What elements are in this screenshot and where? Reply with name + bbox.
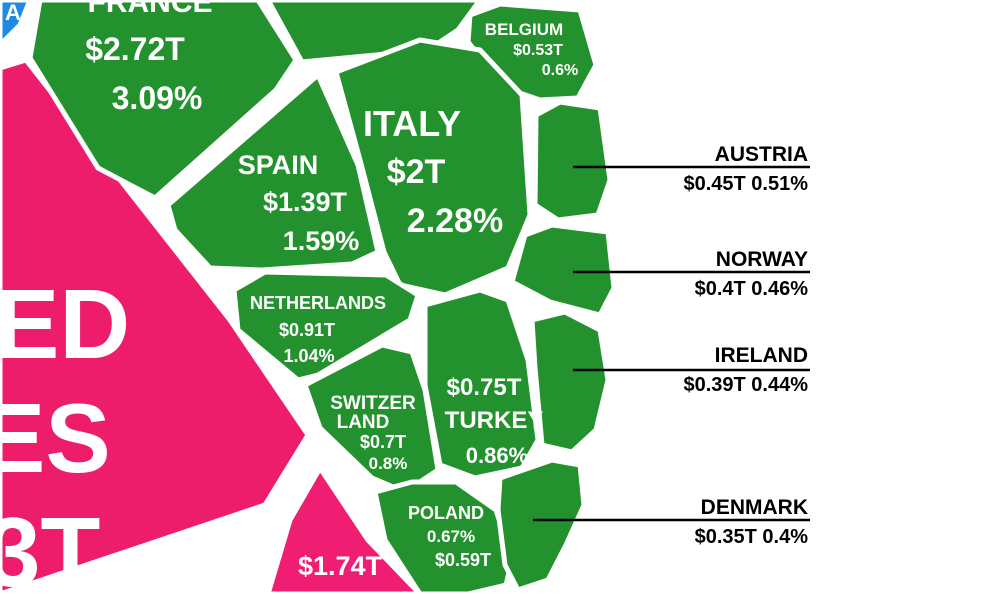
denmark-value-share-label: $0.35T 0.4% xyxy=(695,526,809,548)
france-share-label: 3.09% xyxy=(112,80,203,116)
canada-value-label: $1.74T xyxy=(298,551,383,581)
spain-name-label: SPAIN xyxy=(238,150,319,180)
cell-france xyxy=(27,0,299,201)
turkey-share-label: 0.86% xyxy=(466,443,528,468)
leader-lines xyxy=(533,165,810,522)
cell-norway xyxy=(509,222,617,318)
us-label-line1: ED xyxy=(0,269,130,379)
switzerland-value-label: $0.7T xyxy=(360,432,406,452)
switzerland-name-label-line2: LAND xyxy=(337,412,390,433)
austria-name-label: AUSTRIA xyxy=(715,143,808,166)
norway-name-label: NORWAY xyxy=(716,248,808,271)
cell-ireland xyxy=(529,309,611,455)
ireland-value-share-label: $0.39T 0.44% xyxy=(683,374,808,396)
external-labels: AUSTRIA $0.45T 0.51% NORWAY $0.4T 0.46% … xyxy=(683,143,808,548)
switzerland-name-label-line1: SWITZER xyxy=(330,393,416,414)
cell-switzerland xyxy=(302,342,441,495)
ireland-name-label: IRELAND xyxy=(715,344,808,367)
cell-austria xyxy=(532,99,613,223)
blue-region-cell xyxy=(0,0,33,48)
italy-share-label: 2.28% xyxy=(407,202,503,240)
france-name-label: FRANCE xyxy=(88,0,213,19)
cell-canada xyxy=(265,465,423,594)
poland-share-label: 0.67% xyxy=(427,527,475,546)
us-label-line2: ES xyxy=(0,383,111,493)
france-value-label: $2.72T xyxy=(85,31,185,67)
cell-united-states xyxy=(0,57,311,594)
italy-name-label: ITALY xyxy=(363,103,461,144)
turkey-value-label: $0.75T xyxy=(447,374,522,401)
belgium-value-label: $0.53T xyxy=(513,42,563,59)
cell-netherlands xyxy=(231,269,421,383)
belgium-share-label: 0.6% xyxy=(542,62,578,79)
netherlands-value-label: $0.91T xyxy=(279,320,335,340)
denmark-name-label: DENMARK xyxy=(701,496,808,519)
switzerland-share-label: 0.8% xyxy=(369,454,408,473)
turkey-name-label: TURKEY xyxy=(445,407,544,434)
poland-value-label: $0.59T xyxy=(435,550,491,570)
us-label-line3: 3T xyxy=(0,497,100,594)
europe-cells xyxy=(27,0,617,594)
italy-value-label: $2T xyxy=(387,153,446,191)
cell-italy xyxy=(333,37,533,298)
cell-denmark xyxy=(495,457,587,593)
blue-region-label: A xyxy=(5,0,21,25)
cell-spain xyxy=(165,72,381,273)
spain-value-label: $1.39T xyxy=(263,187,348,217)
netherlands-name-label: NETHERLANDS xyxy=(250,293,386,313)
spain-share-label: 1.59% xyxy=(283,226,360,256)
poland-name-label: POLAND xyxy=(408,503,484,523)
norway-value-share-label: $0.4T 0.46% xyxy=(695,278,809,300)
austria-value-share-label: $0.45T 0.51% xyxy=(683,173,808,195)
belgium-name-label: BELGIUM xyxy=(485,20,563,39)
netherlands-share-label: 1.04% xyxy=(283,346,334,366)
cell-labels: FRANCE $2.72T 3.09% BELGIUM $0.53T 0.6% … xyxy=(85,0,578,570)
